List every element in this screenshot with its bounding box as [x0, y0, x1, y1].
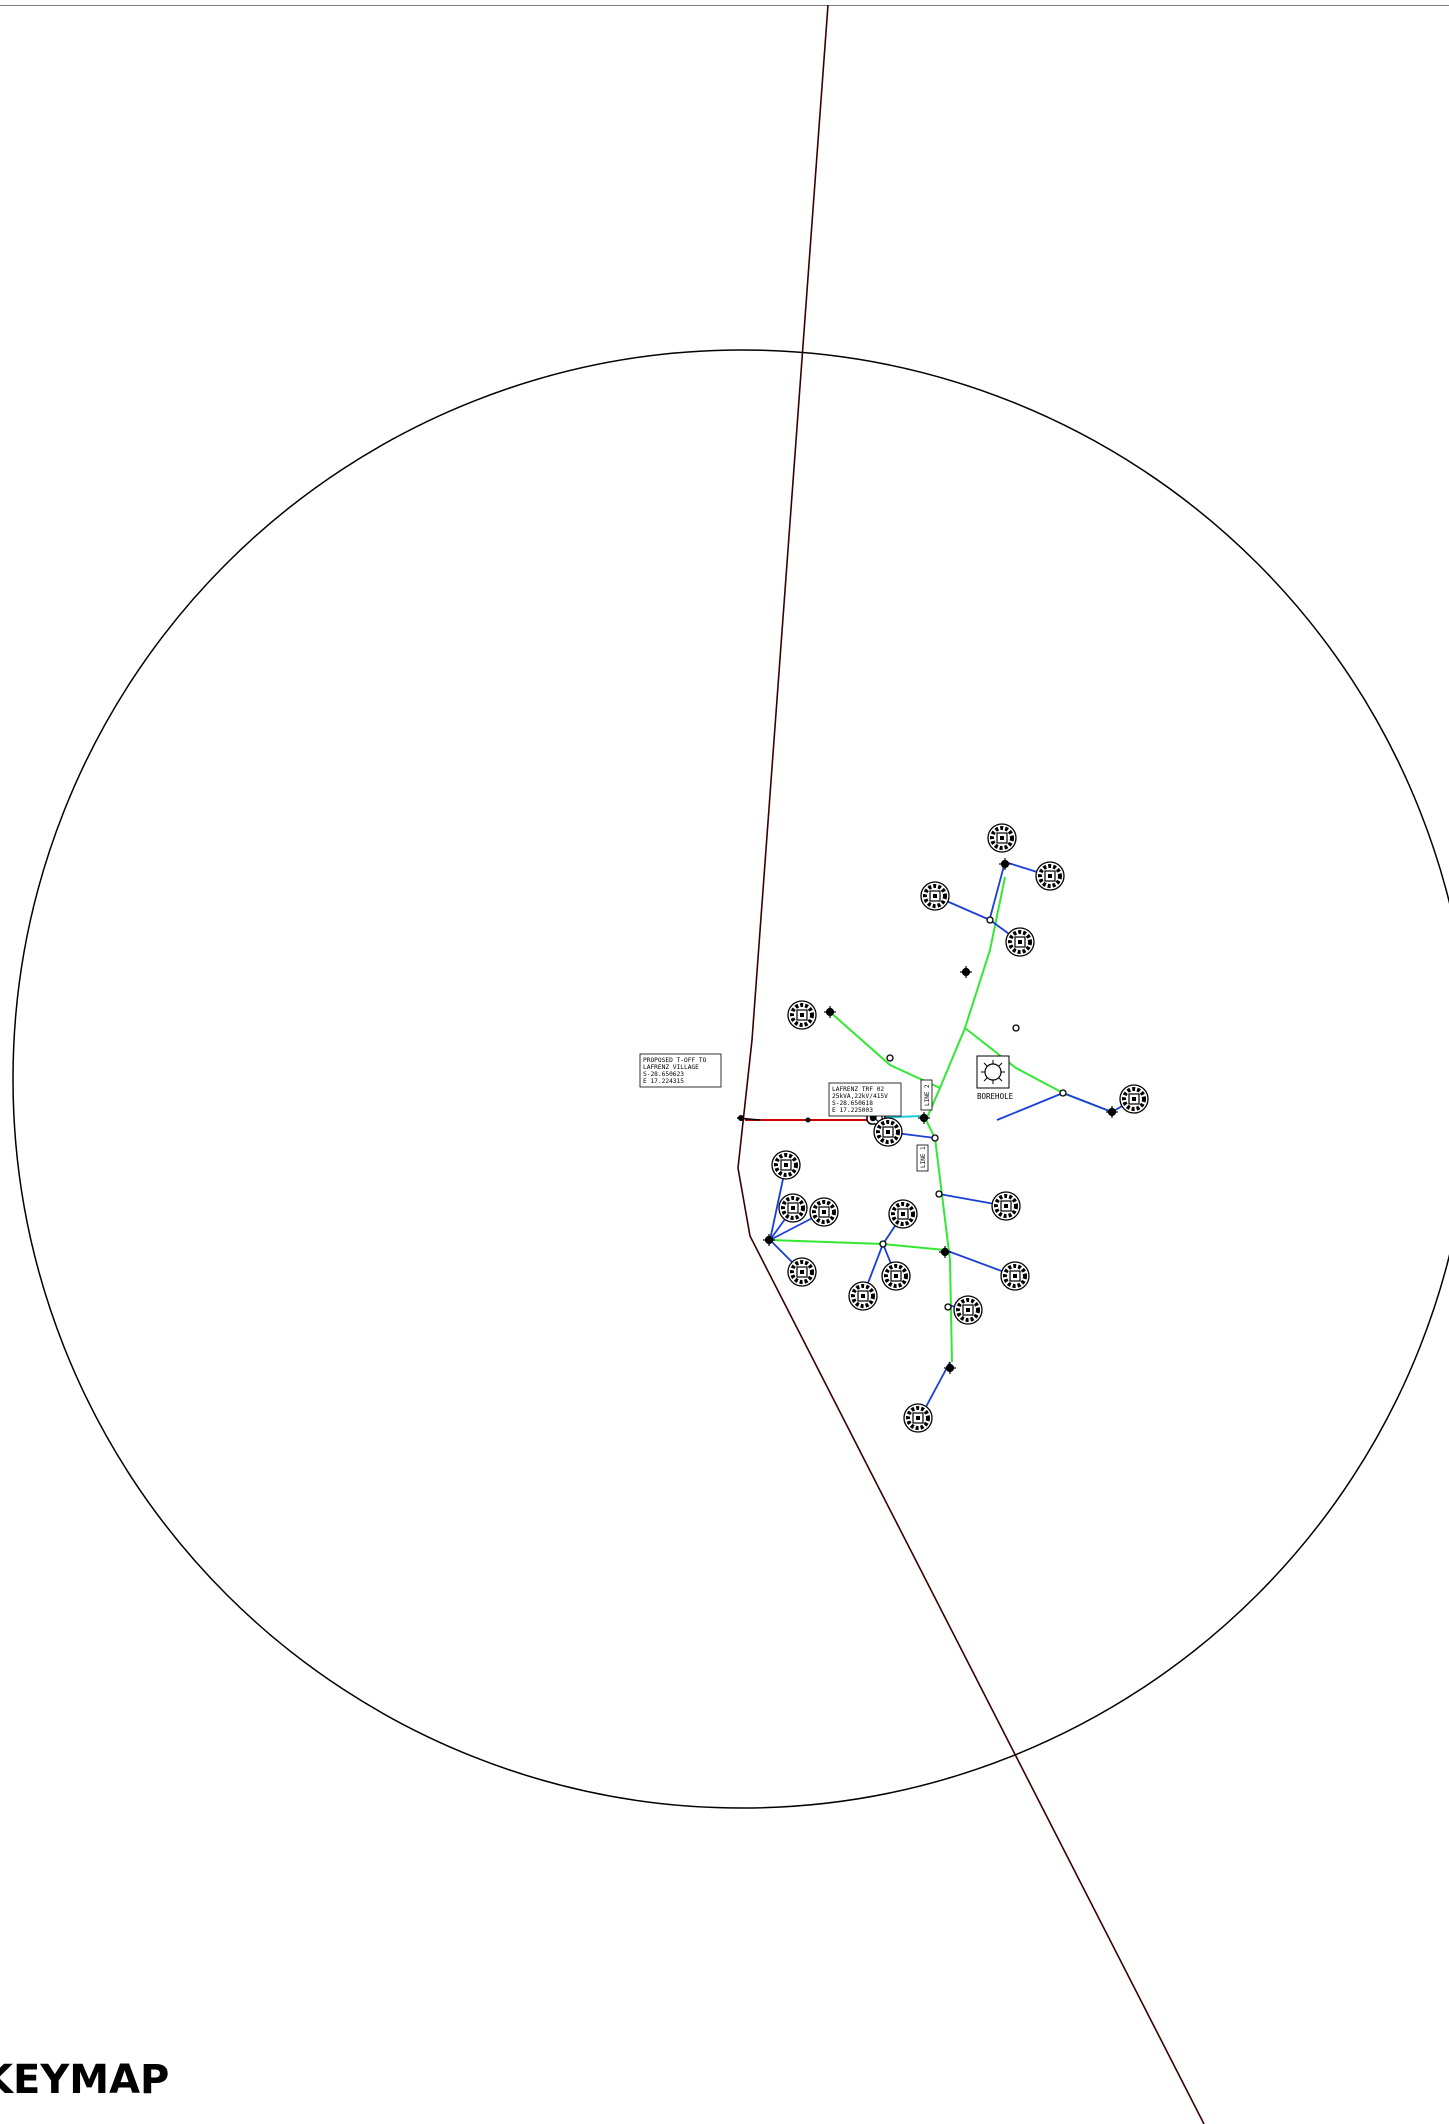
keymap-title: KEYMAP: [0, 2057, 170, 2103]
house-icon: [881, 1261, 911, 1291]
road-line: [737, 4, 1205, 2124]
house-icon: [888, 1199, 918, 1229]
lv-poles: [879, 916, 1067, 1311]
house-icon: [787, 1000, 817, 1030]
pole-icon: [944, 1303, 952, 1311]
house-icon: [1119, 1084, 1149, 1114]
house-icon: [1000, 1261, 1030, 1291]
sheet-border: [0, 5, 1449, 6]
house-group: [771, 823, 1149, 1433]
house-icon: [987, 823, 1017, 853]
house-icon: [920, 881, 950, 911]
tee-off-line-1: PROPOSED T-OFF TO: [643, 1057, 707, 1064]
tee-off-label: PROPOSED T-OFF TO LAFRENZ VILLAGE S-28.6…: [639, 1053, 722, 1088]
house-icon: [1035, 861, 1065, 891]
tee-off-line-3: S-28.650623: [643, 1071, 684, 1078]
house-icon: [848, 1281, 878, 1311]
pole-icon: [1012, 1024, 1020, 1032]
line-tag-1: LINE 1: [916, 1144, 929, 1172]
pole-icon: [1059, 1089, 1067, 1097]
house-icon: [1005, 927, 1035, 957]
pole-icon: [986, 916, 994, 924]
pole-icon: [935, 1190, 943, 1198]
trf-line-3: S-28.650618: [832, 1100, 873, 1107]
keymap-circle: [12, 349, 1449, 1809]
tee-off-line-4: E 17.224315: [643, 1078, 684, 1085]
house-icon: [873, 1117, 903, 1147]
borehole-icon: [976, 1055, 1010, 1089]
trf-line-1: LAFRENZ TRF 02: [832, 1086, 884, 1093]
line-tag-2-text: LINE 2: [924, 1084, 931, 1106]
line-tag-2: LINE 2: [920, 1079, 933, 1111]
pole-icon: [886, 1054, 894, 1062]
line-tag-1-text: LINE 1: [920, 1146, 927, 1168]
house-icon: [991, 1191, 1021, 1221]
house-icon: [953, 1295, 983, 1325]
house-icon: [778, 1193, 808, 1223]
pole-icon: [931, 1134, 939, 1142]
house-icon: [771, 1150, 801, 1180]
house-icon: [903, 1403, 933, 1433]
house-icon: [787, 1257, 817, 1287]
mv-pole: [805, 1117, 811, 1123]
pole-icon: [879, 1240, 887, 1248]
lv-network: [769, 876, 1113, 1363]
trf-line-4: E 17.225003: [832, 1107, 873, 1114]
house-icon: [809, 1197, 839, 1227]
tee-off-line-2: LAFRENZ VILLAGE: [643, 1064, 699, 1071]
transformer-label: LAFRENZ TRF 02 25kVA,22kV/415V S-28.6506…: [828, 1082, 902, 1117]
borehole-label: BOREHOLE: [977, 1092, 1014, 1101]
tee-off-marker: [736, 1117, 761, 1121]
stay-markers: [763, 858, 1118, 1374]
trf-line-2: 25kVA,22kV/415V: [832, 1093, 888, 1100]
